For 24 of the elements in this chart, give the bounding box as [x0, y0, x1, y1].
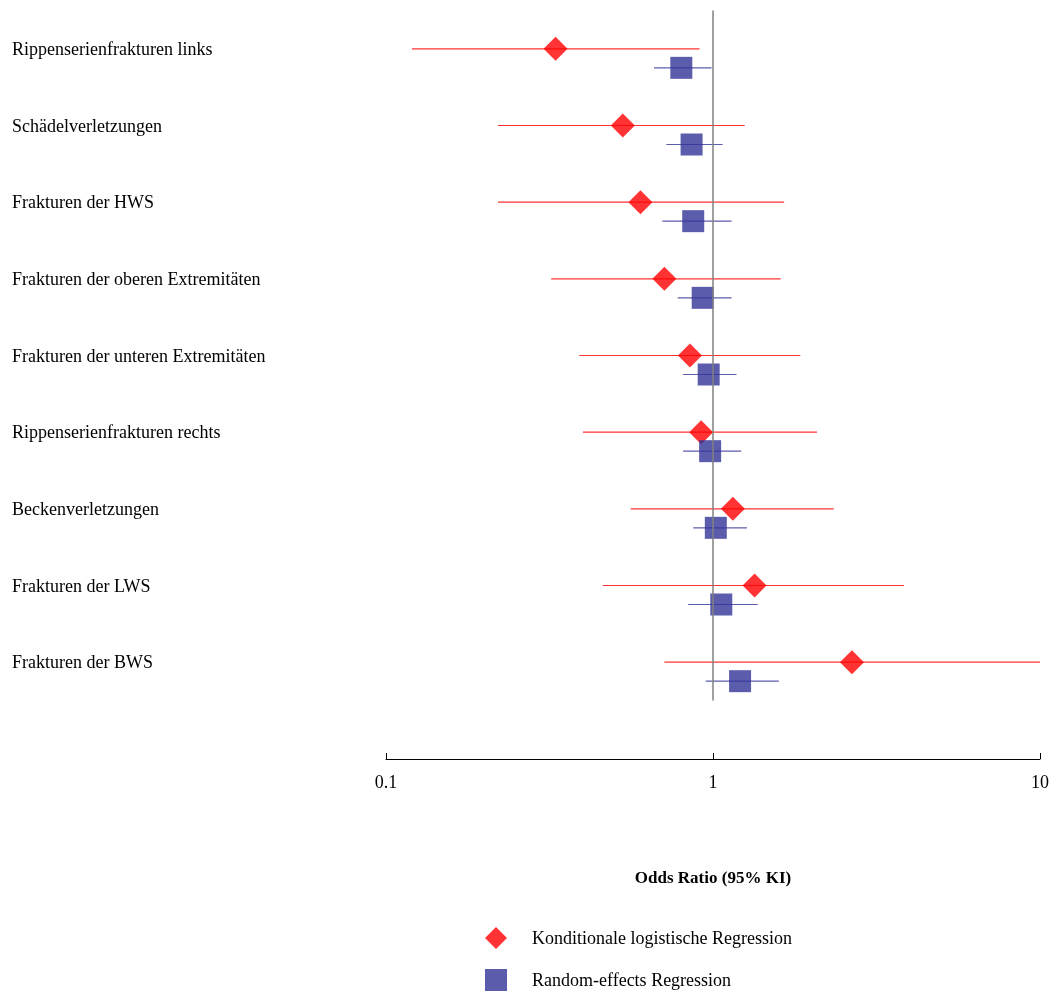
y-tick-label: Rippenserienfrakturen rechts	[12, 422, 221, 443]
y-tick-label: Schädelverletzungen	[12, 115, 162, 136]
y-tick-label: Frakturen der oberen Extremitäten	[12, 268, 261, 289]
legend-label: Konditionale logistische Regression	[532, 928, 792, 948]
point	[680, 133, 703, 156]
y-tick-label: Frakturen der HWS	[12, 192, 154, 213]
point	[670, 56, 693, 79]
x-axis-title: Odds Ratio (95% KI)	[634, 868, 792, 887]
point	[682, 210, 705, 233]
point	[729, 670, 752, 693]
x-tick-label: 1	[708, 772, 718, 792]
y-tick-label: Frakturen der LWS	[12, 575, 151, 596]
point	[704, 516, 727, 539]
y-tick-label: Frakturen der BWS	[12, 652, 153, 673]
point	[710, 593, 733, 616]
x-tick-label: 10	[1031, 772, 1049, 792]
legend-label: Random-effects Regression	[532, 970, 732, 990]
point	[691, 286, 714, 309]
x-tick-label: 0.1	[374, 772, 398, 792]
y-tick-label: Beckenverletzungen	[12, 498, 159, 519]
y-tick-label: Frakturen der unteren Extremitäten	[12, 345, 266, 366]
point	[697, 363, 720, 386]
point	[699, 440, 722, 463]
y-tick-label: Rippenserienfrakturen links	[12, 38, 213, 59]
